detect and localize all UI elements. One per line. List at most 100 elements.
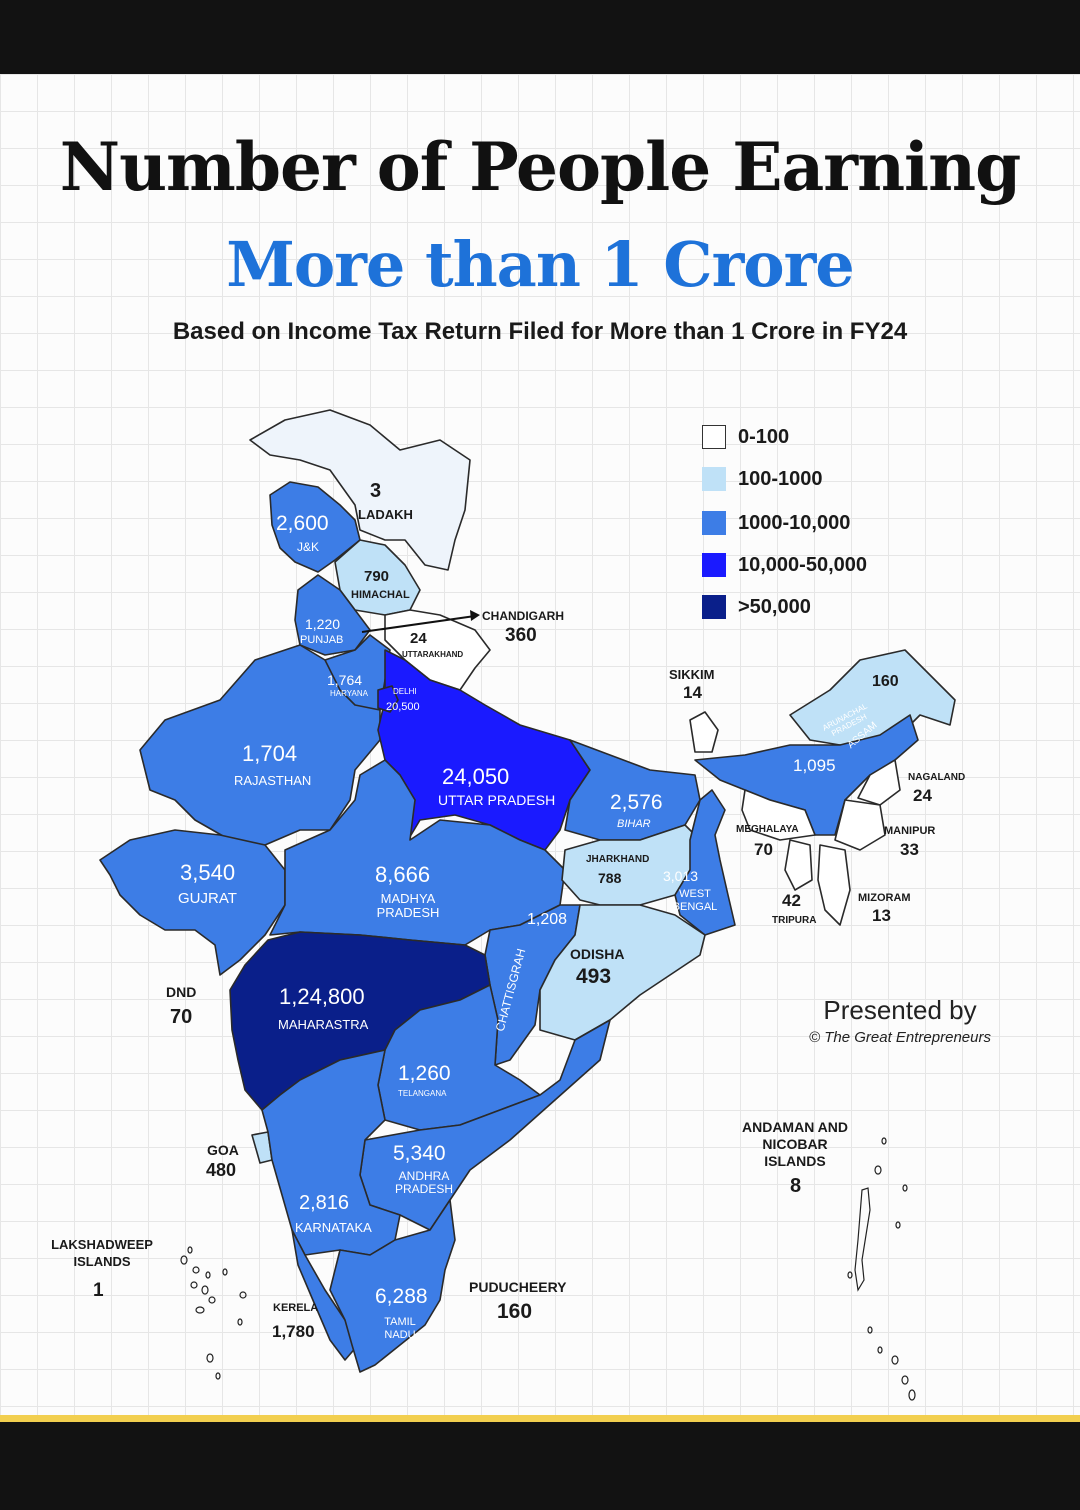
haryana-value: 1,764 [327,672,363,688]
tripura-value: 42 [782,891,801,910]
ladakh-name: LADAKH [358,507,413,522]
bihar-name: BIHAR [617,818,651,830]
legend-label: >50,000 [738,595,811,618]
andaman-value: 8 [790,1175,802,1197]
region-odisha [539,904,706,1041]
delhi-value: 20,500 [386,701,420,713]
telangana-value: 1,260 [398,1062,451,1085]
karnataka-value: 2,816 [299,1192,350,1214]
jharkhand-name: JHARKHAND [586,854,650,865]
meghalaya-value: 70 [754,840,773,859]
rajasthan-name: RAJASTHAN [234,773,312,788]
region-rajasthan [139,644,381,846]
dnd-name: DND [166,984,197,1000]
subtitle: Based on Income Tax Return Filed for Mor… [172,318,908,345]
himachal-value: 790 [364,568,390,585]
sikkim-name: SIKKIM [669,667,715,682]
andhra-value: 5,340 [393,1142,446,1165]
mp-name: MADHYA PRADESH [376,891,440,920]
region-westbengal [674,789,736,936]
region-punjab [294,574,371,656]
puducherry-value: 160 [497,1300,533,1323]
tripura-name: TRIPURA [772,915,817,926]
delhi-name: DELHI [393,687,417,696]
credit-text: © The Great Entrepreneurs [809,1029,991,1046]
telangana-name: TELANGANA [398,1089,447,1098]
region-tamilnadu [329,1199,456,1373]
maharashtra-value: 1,24,800 [279,984,365,1009]
region-nagaland [857,759,901,806]
mizoram-name: MIZORAM [858,892,911,904]
jk-name: J&K [297,540,320,554]
meghalaya-name: MEGHALAYA [736,824,799,835]
up-name: UTTAR PRADESH [438,792,556,808]
legend-label: 100-1000 [738,467,823,490]
nagaland-value: 24 [913,786,932,805]
kerala-name: KERELA [273,1302,319,1314]
region-gujarat [99,829,286,976]
gujarat-value: 3,540 [180,860,236,885]
jharkhand-value: 788 [598,870,622,886]
uttarakhand-name: UTTARAKHAND [402,650,464,659]
region-tripura [784,839,813,891]
bottom-accent-line [0,1415,1080,1422]
punjab-value: 1,220 [305,616,341,632]
region-uttarakhand [384,609,491,691]
tamilnadu-name: TAMIL NADU [384,1316,416,1341]
lakshadweep-islands-shapes [180,1246,247,1380]
lakshadweep-value: 1 [93,1280,104,1301]
jk-value: 2,600 [276,512,329,535]
legend-label: 10,000-50,000 [738,553,868,576]
ladakh-value: 3 [370,480,382,502]
manipur-name: MANIPUR [884,825,936,837]
kerala-value: 1,780 [272,1322,315,1341]
legend-swatch [702,511,726,535]
westbengal-value: 3,013 [663,868,699,884]
haryana-name: HARYANA [330,689,368,698]
region-sikkim [689,711,719,753]
westbengal-name: WEST BENGAL [672,888,718,913]
himachal-name: HIMACHAL [351,589,410,601]
legend-swatch [702,553,726,577]
legend-item-10000-50000: 10,000-50,000 [702,552,867,578]
chandigarh-value: 360 [505,625,537,646]
lakshadweep-name: LAKSHADWEEP ISLANDS [51,1237,153,1269]
punjab-name: PUNJAB [300,634,344,646]
title-line-1: Number of People Earning [59,128,1022,206]
maharashtra-name: MAHARASTRA [278,1017,369,1032]
legend-swatch [702,595,726,619]
rajasthan-value: 1,704 [242,741,298,766]
legend-item-1000-10000: 1000-10,000 [702,510,850,536]
mizoram-value: 13 [872,906,891,925]
title-line-2: More than 1 Crore [226,228,854,301]
andaman-name: ANDAMAN AND NICOBAR ISLANDS [741,1119,849,1169]
legend-item-100-1000: 100-1000 [702,466,823,492]
legend-label: 1000-10,000 [738,511,851,534]
puducherry-name: PUDUCHEERY [469,1279,567,1295]
mp-value: 8,666 [375,862,431,887]
region-delhi [377,685,399,713]
andaman-islands-shapes [847,1137,916,1401]
legend-label: 0-100 [738,425,790,448]
legend-swatch [702,467,726,491]
goa-name: GOA [207,1142,239,1158]
bihar-value: 2,576 [610,791,663,814]
legend-item-0-100: 0-100 [702,424,789,450]
region-karnataka [261,1049,401,1256]
sikkim-value: 14 [683,683,702,702]
odisha-name: ODISHA [570,946,625,962]
gujarat-name: GUJRAT [178,890,237,907]
region-mizoram [817,844,851,926]
karnataka-name: KARNATAKA [295,1220,372,1235]
assam-value: 1,095 [793,756,836,775]
nagaland-name: NAGALAND [908,772,966,783]
goa-value: 480 [206,1160,237,1180]
region-telangana [377,984,541,1131]
region-meghalaya [741,789,816,841]
chandigarh-pointer [361,615,476,633]
andhra-name: ANDHRA PRADESH [394,1169,453,1196]
region-ladakh [249,409,471,571]
uttarakhand-value: 24 [410,630,427,647]
arunachal-value: 160 [872,673,899,690]
